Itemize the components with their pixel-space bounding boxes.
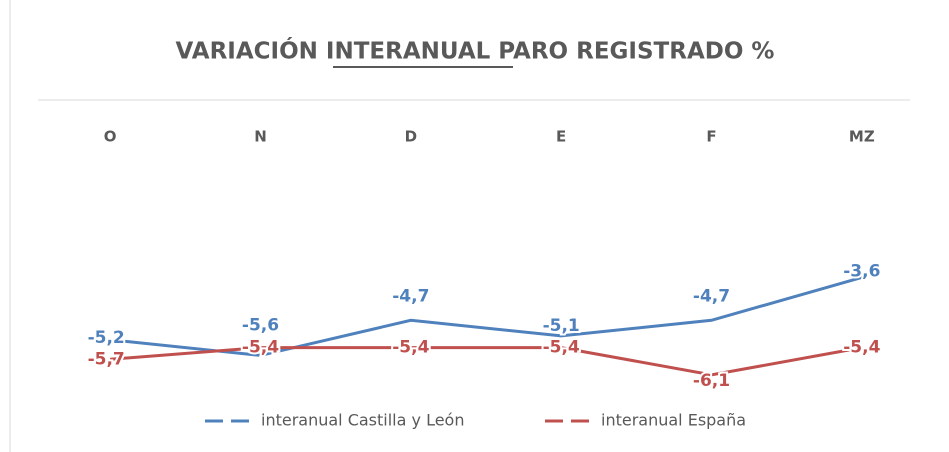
data-label: -3,6	[843, 261, 880, 281]
x-tick-label: D	[405, 128, 417, 146]
x-tick-label: N	[254, 128, 267, 146]
data-label: -5,4	[843, 338, 880, 358]
x-tick-label: E	[556, 128, 566, 146]
x-tick-label: MZ	[849, 128, 875, 146]
x-tick-label: O	[104, 128, 117, 146]
data-label: -6,1	[693, 371, 730, 391]
data-label: -5,7	[88, 349, 125, 369]
data-label: -5,6	[242, 315, 279, 335]
legend-label: interanual España	[601, 411, 746, 430]
data-label: -5,4	[392, 338, 429, 358]
chart-frame	[9, 0, 11, 452]
data-label: -5,1	[543, 316, 580, 336]
data-label: -5,4	[543, 338, 580, 358]
chart-title: VARIACIÓN INTERANUAL PARO REGISTRADO %	[176, 37, 775, 65]
series-line	[110, 275, 863, 357]
data-label: -4,7	[392, 286, 429, 306]
data-label: -5,2	[88, 328, 125, 348]
data-label: -4,7	[693, 286, 730, 306]
data-label: -5,4	[242, 338, 279, 358]
legend-label: interanual Castilla y León	[261, 411, 464, 430]
series-line	[110, 346, 863, 377]
x-tick-label: F	[706, 128, 716, 146]
